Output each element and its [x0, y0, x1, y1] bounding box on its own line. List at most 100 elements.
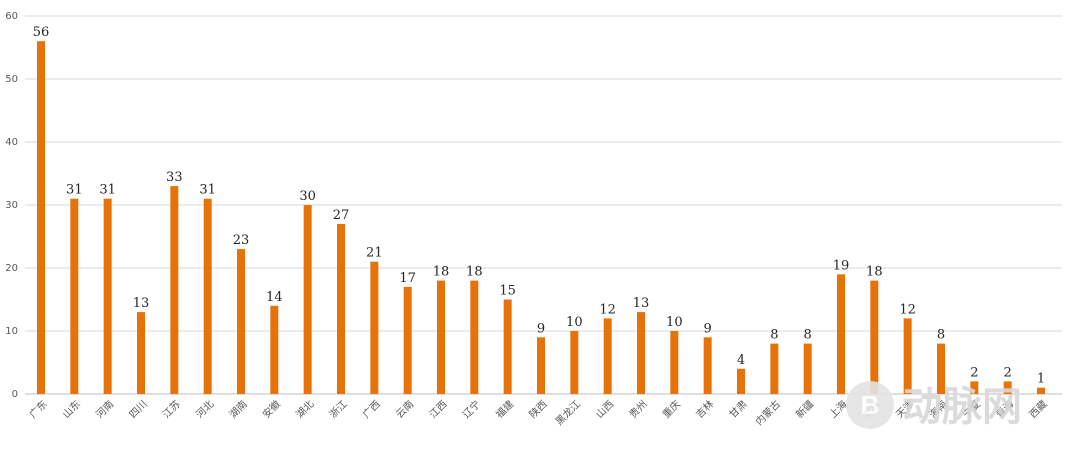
x-tick-label: 广东	[26, 397, 49, 420]
x-tick-label: 内蒙古	[753, 397, 783, 427]
y-tick-label: 0	[12, 389, 18, 400]
bar	[303, 205, 312, 394]
bar	[437, 280, 445, 394]
data-label: 15	[499, 284, 516, 299]
x-tick-label: 重庆	[660, 397, 683, 420]
data-label: 10	[666, 315, 683, 330]
data-label: 33	[166, 170, 183, 185]
data-label: 13	[133, 296, 150, 311]
data-label: 12	[899, 302, 916, 317]
x-tick-label: 河南	[93, 397, 116, 420]
data-label: 18	[866, 265, 883, 280]
bar	[737, 368, 745, 394]
bar	[603, 318, 612, 394]
y-tick-label: 20	[5, 263, 18, 274]
data-label: 31	[66, 183, 83, 198]
x-tick-label: 上海	[826, 397, 849, 420]
data-label: 21	[366, 246, 383, 261]
x-tick-label: 陕西	[526, 397, 549, 420]
bar	[903, 318, 912, 394]
bar	[137, 312, 145, 394]
x-tick-label: 吉林	[693, 397, 716, 420]
bar	[203, 198, 212, 394]
data-label: 23	[233, 233, 250, 248]
data-label: 31	[99, 183, 116, 198]
x-tick-label: 山东	[60, 397, 83, 420]
data-label: 4	[737, 353, 745, 368]
bar	[403, 286, 412, 394]
x-tick-label: 安徽	[260, 397, 283, 420]
data-label: 18	[433, 265, 450, 280]
y-tick-label: 30	[5, 200, 18, 211]
x-tick-label: 河北	[194, 398, 217, 421]
x-tick-label: 山西	[594, 398, 617, 421]
x-tick-label: 浙江	[327, 398, 350, 421]
bar	[570, 331, 579, 394]
data-label: 31	[199, 183, 216, 198]
data-label: 2	[970, 365, 978, 380]
data-label: 18	[466, 265, 483, 280]
bar	[703, 337, 712, 394]
gridlines	[25, 15, 1062, 395]
x-tick-label: 新疆	[793, 397, 816, 420]
data-label: 9	[704, 321, 712, 336]
watermark-logo-circle	[846, 381, 894, 429]
bar	[237, 249, 245, 394]
watermark-logo-glyph: B	[861, 390, 880, 420]
data-label: 1	[1037, 372, 1045, 387]
x-tick-label: 辽宁	[460, 397, 483, 420]
bar	[637, 312, 645, 394]
data-label: 8	[937, 328, 945, 343]
bar	[870, 280, 879, 394]
x-tick-label: 湖北	[294, 398, 317, 421]
y-tick-label: 10	[5, 326, 18, 337]
data-label: 30	[299, 189, 316, 204]
data-label: 10	[566, 315, 583, 330]
x-tick-label: 云南	[393, 397, 416, 420]
x-tick-label: 江西	[427, 398, 450, 421]
watermark-text: 动脉网	[902, 384, 1022, 430]
data-label: 8	[770, 328, 778, 343]
bar	[1003, 381, 1012, 394]
data-label: 9	[537, 321, 545, 336]
bar	[70, 198, 79, 394]
data-label: 56	[33, 25, 50, 40]
x-tick-label: 江苏	[160, 397, 183, 420]
watermark-logo: B 动脉网	[846, 381, 1022, 430]
bar	[503, 299, 512, 394]
y-tick-label: 40	[5, 137, 18, 148]
bar	[837, 274, 845, 394]
x-tick-label: 湖南	[226, 397, 249, 420]
bar	[803, 343, 812, 394]
bar	[270, 305, 279, 394]
x-tick-label: 西藏	[1027, 398, 1050, 421]
bar	[370, 261, 379, 394]
y-tick-label: 50	[5, 74, 18, 85]
x-tick-label: 黑龙江	[553, 397, 583, 427]
bar	[170, 186, 179, 394]
y-tick-label: 60	[5, 11, 18, 22]
bar	[37, 41, 45, 394]
bar	[470, 280, 479, 394]
bars	[37, 41, 1045, 394]
bar	[970, 381, 979, 394]
x-tick-label: 福建	[493, 397, 516, 420]
bar	[103, 198, 112, 394]
bar	[670, 331, 679, 394]
bar	[1037, 387, 1045, 394]
data-label: 17	[399, 271, 416, 286]
data-label: 19	[833, 258, 850, 273]
data-label: 14	[266, 290, 283, 305]
data-label: 8	[804, 328, 812, 343]
x-tick-label: 四川	[128, 399, 150, 421]
bar	[337, 223, 345, 394]
y-axis-ticks: 0 10 20 30 40 50 60	[5, 11, 18, 400]
x-tick-label: 贵州	[626, 397, 649, 420]
x-axis-ticks: 广东 山东 河南 四川 江苏 河北 湖南 安徽 湖北 浙江 广西 云南 江西 辽宁 福建 陕西 黑龙江 山西 贵州重…	[26, 397, 1049, 427]
data-label: 2	[1004, 365, 1012, 380]
bar	[770, 343, 779, 394]
x-tick-label: 广西	[360, 398, 383, 421]
bar	[937, 343, 945, 394]
